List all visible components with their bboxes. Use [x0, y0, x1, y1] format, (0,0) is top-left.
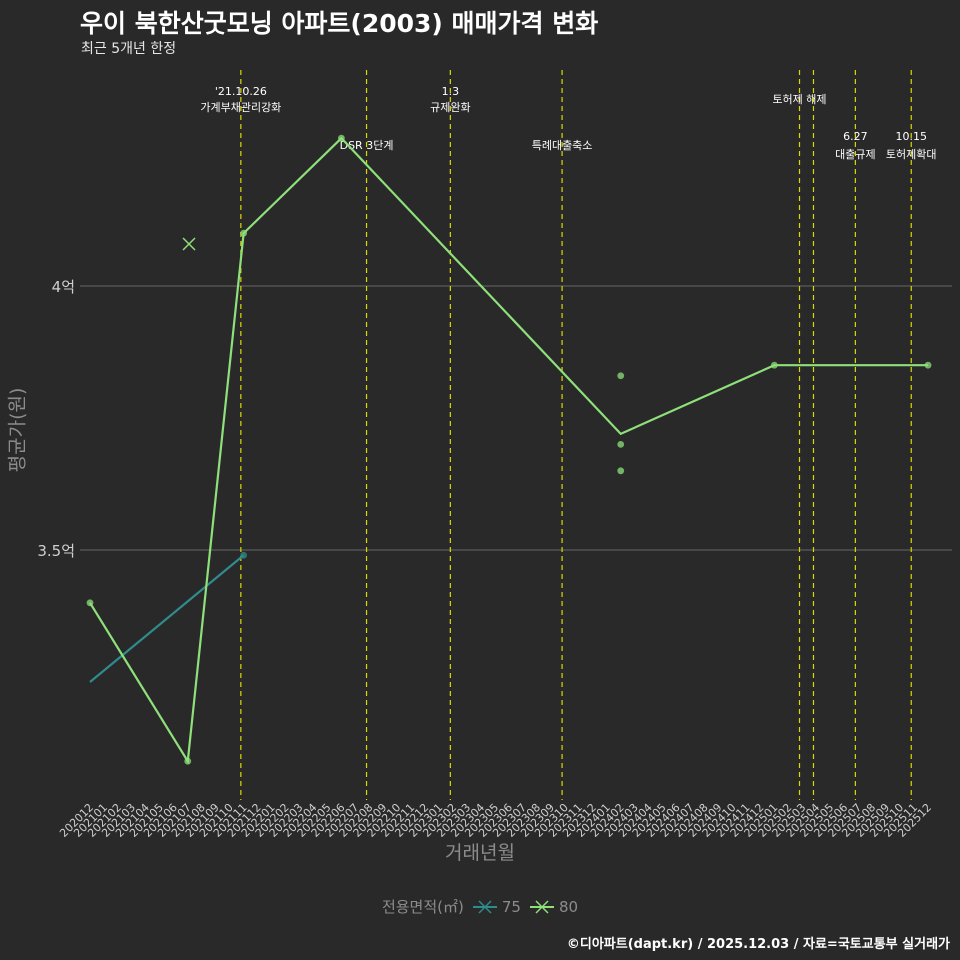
source-caption: ©디아파트(dapt.kr) / 2025.12.03 / 자료=국토교통부 실…	[566, 937, 950, 952]
series-80-marker	[182, 237, 196, 251]
event-label: 10.15	[895, 130, 927, 143]
legend-label-80: 80	[558, 897, 579, 916]
chart-title: 우이 북한산굿모닝 아파트(2003) 매매가격 변화	[80, 9, 599, 38]
series-75-line	[89, 554, 245, 683]
legend-title: 전용면적(㎡)	[381, 898, 464, 916]
series-80-line	[89, 136, 928, 765]
event-label: 규제완화	[430, 101, 470, 114]
x-axis-title: 거래년월	[445, 842, 515, 864]
event-label: '21.10.26	[215, 85, 267, 98]
series-80-point	[86, 599, 94, 607]
series-80-point	[770, 361, 778, 369]
event-label: 토허제확대	[886, 148, 937, 161]
event-label: 특례대출축소	[532, 139, 593, 152]
event-label: 가계부채관리강화	[200, 101, 281, 114]
legend-label-75: 75	[501, 897, 521, 916]
y-tick-label: 4억	[52, 278, 75, 296]
chart-subtitle: 최근 5개년 한정	[81, 41, 177, 57]
series-75-point	[240, 551, 248, 559]
event-label: 6.27	[843, 130, 868, 143]
event-label: DSR 3단계	[340, 139, 394, 152]
legend-item-80[interactable]: 80	[529, 898, 578, 916]
legend: 전용면적(㎡) 75 80	[0, 896, 960, 917]
series-80-point	[617, 441, 625, 448]
legend-key-75-icon	[472, 899, 497, 914]
event-label: 1.3	[442, 85, 460, 98]
series-80-point	[617, 467, 625, 475]
y-tick-label: 3.5억	[37, 542, 75, 560]
event-label: 토허제 해제	[772, 92, 826, 106]
series-80-point	[184, 757, 192, 765]
y-axis-title: 평균가(원)	[6, 387, 29, 473]
event-label: 대출규제	[835, 148, 875, 161]
legend-key-80-icon	[529, 899, 554, 914]
legend-item-75[interactable]: 75	[472, 898, 521, 916]
series-80-point	[924, 361, 932, 369]
series-80-point	[240, 229, 248, 237]
series-80-point	[338, 134, 345, 142]
series-80-point	[617, 372, 625, 380]
